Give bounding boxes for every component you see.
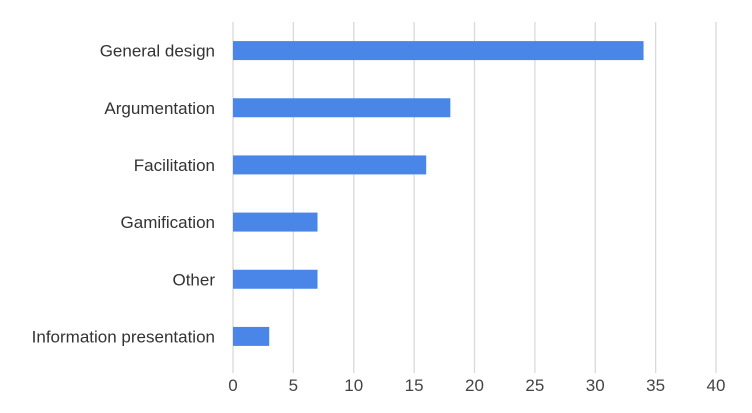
bar-gamification <box>233 212 318 232</box>
gridlines <box>232 22 717 373</box>
x-tick-label: 30 <box>586 376 605 395</box>
x-tick-label: 0 <box>228 376 237 395</box>
x-tick-label: 15 <box>405 376 424 395</box>
bar-information-presentation <box>233 326 270 346</box>
x-tick-label: 20 <box>465 376 484 395</box>
bar-argumentation <box>233 98 451 118</box>
x-tick-label: 5 <box>289 376 298 395</box>
x-tick-label: 35 <box>646 376 665 395</box>
x-tick-label: 10 <box>344 376 363 395</box>
category-label: Other <box>172 270 215 289</box>
x-tick-label: 25 <box>525 376 544 395</box>
bar-facilitation <box>233 155 427 175</box>
category-label: Facilitation <box>134 156 215 175</box>
bars <box>233 41 644 346</box>
category-label: General design <box>100 42 215 61</box>
bar-general-design <box>233 41 644 61</box>
bar-other <box>233 269 318 289</box>
category-label: Argumentation <box>104 99 215 118</box>
category-label: Information presentation <box>32 327 215 346</box>
category-label: Gamification <box>121 213 215 232</box>
x-tick-label: 40 <box>707 376 726 395</box>
category-labels: General design Argumentation Facilitation G… <box>32 42 216 347</box>
x-axis-tick-labels: 0 5 10 15 20 25 30 35 40 <box>228 376 725 395</box>
